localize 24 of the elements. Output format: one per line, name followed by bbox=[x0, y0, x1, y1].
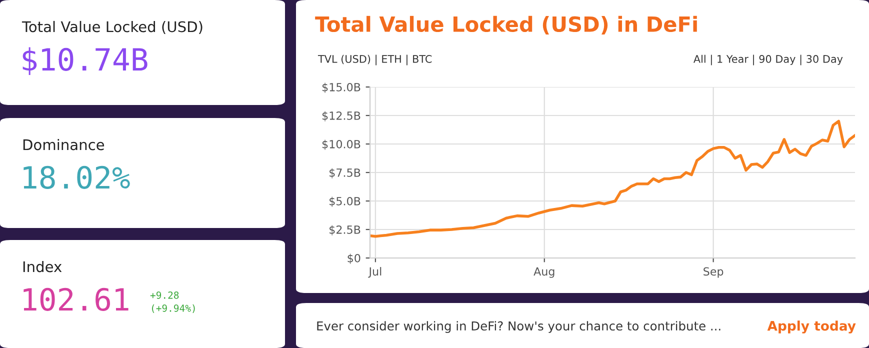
chart-title: Total Value Locked (USD) in DeFi bbox=[315, 16, 697, 34]
text: $10.74B bbox=[22, 47, 148, 76]
y-tick-label: $0 bbox=[348, 254, 360, 264]
y-tick-label: $12.5B bbox=[322, 111, 360, 122]
text: All | 1 Year | 90 Day | 30 Day bbox=[694, 54, 843, 66]
text: Ever consider working in DeFi? Now's your chance to contribute ... bbox=[317, 321, 720, 333]
x-tick-label: Aug bbox=[534, 267, 554, 278]
text: Index bbox=[23, 260, 62, 272]
y-tick-label: $15.0B bbox=[322, 82, 360, 93]
y-tick-label: $10.0B bbox=[322, 140, 360, 150]
x-tick-label: Jul bbox=[368, 267, 382, 278]
text: (+9.94%) bbox=[152, 304, 195, 313]
y-tick-label: $7.5B bbox=[330, 168, 360, 178]
line-series bbox=[370, 120, 855, 238]
text: Dominance bbox=[23, 138, 104, 150]
y-tick-label: $5.0B bbox=[330, 196, 360, 207]
text: Apply today bbox=[767, 320, 856, 334]
text: 102.61 bbox=[24, 288, 128, 311]
text: 18.02% bbox=[24, 166, 130, 189]
y-tick-label: $2.5B bbox=[330, 225, 360, 236]
text: Total Value Locked (USD) bbox=[22, 20, 202, 34]
text: TVL (USD) | ETH | BTC bbox=[318, 54, 432, 66]
text: +9.28 bbox=[150, 291, 179, 299]
x-tick-label: Sep bbox=[704, 267, 724, 278]
